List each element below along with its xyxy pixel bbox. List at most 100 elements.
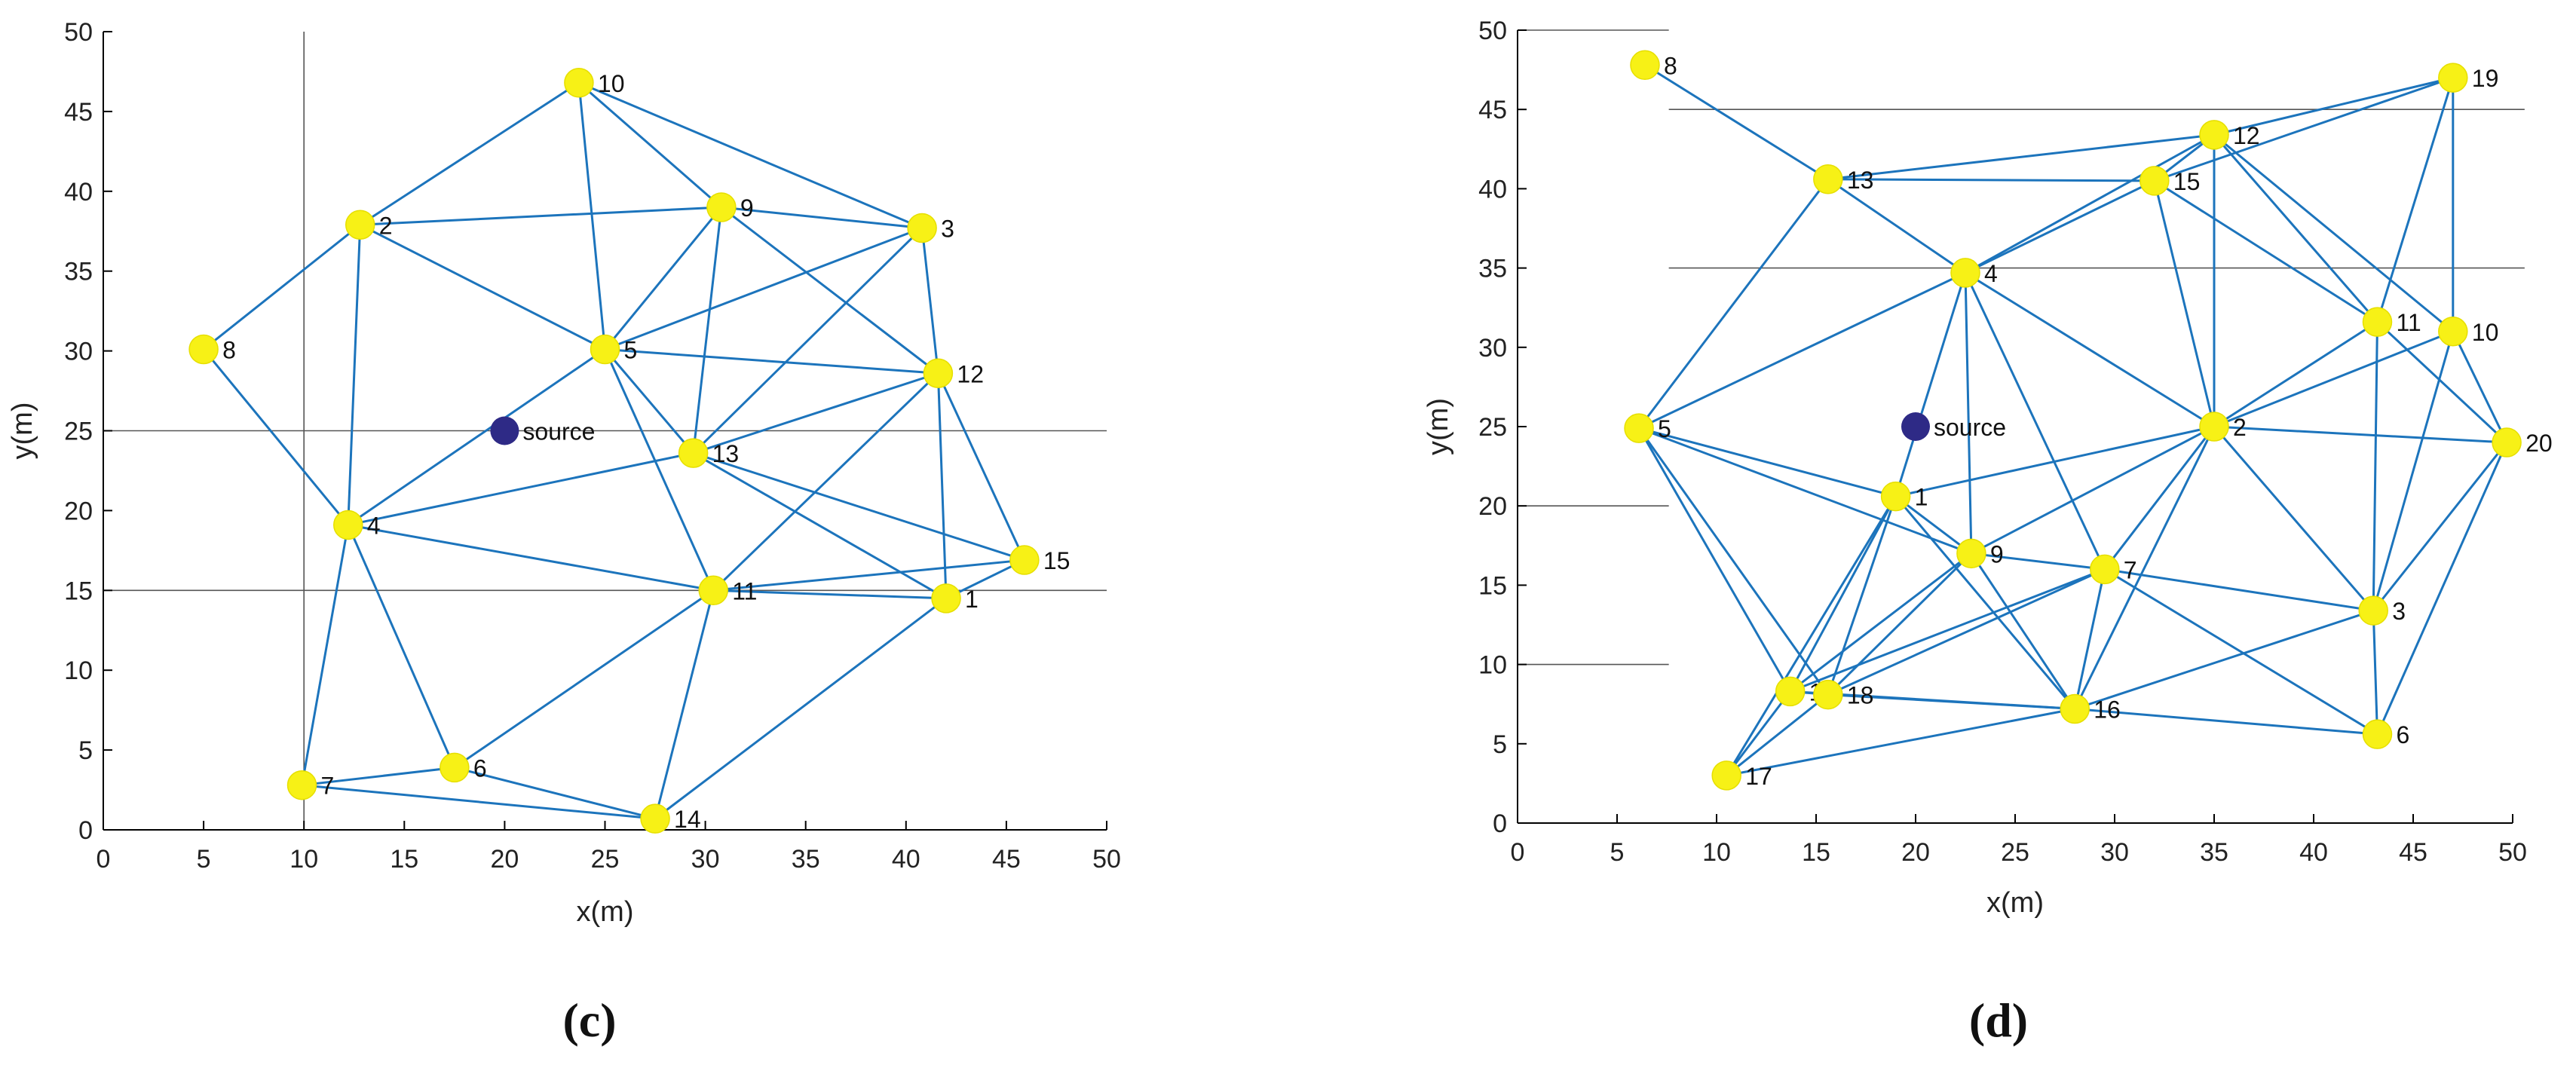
edge-5-14 — [1637, 427, 1791, 693]
node-17 — [1711, 760, 1741, 791]
x-axis-title: x(m) — [1986, 887, 2044, 919]
node-4 — [333, 510, 363, 540]
y-tick-label: 25 — [1478, 413, 1507, 442]
edge-12-1 — [936, 373, 948, 598]
y-axis-title: y(m) — [1423, 398, 1454, 455]
edge-4-7 — [1964, 272, 2106, 570]
node-label-1: 1 — [965, 586, 979, 613]
node-label-5: 5 — [1658, 415, 1671, 442]
edge-2-8 — [203, 224, 361, 350]
edge-2-16 — [2073, 426, 2216, 710]
node-15 — [1009, 545, 1040, 575]
x-tick-label: 45 — [2399, 838, 2427, 867]
edge-7-14 — [302, 784, 656, 820]
x-tick-label: 10 — [289, 845, 318, 874]
node-label-19: 19 — [2472, 65, 2499, 92]
node-label-13: 13 — [1847, 167, 1874, 194]
edge-9-5 — [604, 207, 723, 350]
edge-10-3 — [578, 81, 923, 229]
edge-6-14 — [454, 766, 656, 820]
edge-4-6 — [347, 524, 456, 769]
edge-5-9 — [1638, 427, 1972, 555]
node-19 — [2438, 63, 2468, 93]
node-label-3: 3 — [941, 216, 954, 243]
edge-5-1 — [1638, 427, 1896, 498]
y-tick-label: 20 — [64, 497, 93, 525]
y-tick-label: 35 — [64, 258, 93, 286]
node-label-8: 8 — [1664, 52, 1677, 79]
node-label-14: 14 — [674, 806, 701, 833]
edge-12-15 — [937, 372, 1026, 561]
edge-11-6 — [454, 589, 715, 769]
edge-7-14 — [1790, 568, 2106, 693]
x-tick-label: 40 — [892, 845, 920, 874]
edge-1-14 — [1789, 495, 1897, 693]
y-tick-label: 25 — [64, 418, 93, 446]
edge-15-11 — [2153, 179, 2378, 323]
node-7 — [2090, 554, 2120, 585]
y-tick-label: 5 — [78, 736, 93, 765]
source-label: source — [522, 418, 595, 445]
edge-9-16 — [1970, 552, 2076, 710]
node-2 — [2199, 412, 2229, 442]
edge-4-12 — [1965, 133, 2215, 274]
edge-5-13 — [604, 348, 694, 454]
edge-6-7 — [302, 766, 455, 787]
edge-2-3 — [2213, 426, 2375, 612]
edge-9-18 — [1827, 552, 1972, 696]
edge-13-15 — [693, 451, 1025, 562]
edge-10-3 — [2372, 331, 2455, 611]
edge-4-5 — [1638, 271, 1966, 430]
edge-4-7 — [301, 525, 350, 785]
x-tick-label: 30 — [2100, 838, 2129, 867]
y-tick-label: 15 — [1478, 571, 1507, 600]
edge-2-9 — [360, 206, 721, 226]
edge-10-5 — [577, 82, 606, 350]
edge-3-5 — [604, 227, 923, 350]
node-9 — [1956, 538, 1986, 569]
edge-9-12 — [720, 206, 939, 375]
x-tick-label: 50 — [2498, 838, 2527, 867]
edge-13-12 — [1827, 133, 2215, 181]
edge-13-5 — [1637, 178, 1830, 430]
edge-7-6 — [2104, 568, 2378, 736]
edge-11-15 — [713, 559, 1025, 592]
node-7 — [286, 770, 317, 800]
edge-4-15 — [1965, 179, 2155, 274]
node-label-3: 3 — [2392, 598, 2406, 625]
edge-5-12 — [605, 347, 939, 375]
node-8 — [188, 334, 219, 365]
x-tick-label: 15 — [390, 845, 418, 874]
y-tick-label: 0 — [1493, 809, 1507, 838]
panel-caption: (c) — [562, 993, 616, 1047]
x-tick-label: 25 — [591, 845, 620, 874]
node-label-4: 4 — [1984, 260, 1998, 287]
y-tick-label: 0 — [78, 816, 93, 845]
x-tick-label: 35 — [2200, 838, 2228, 867]
edge-12-11 — [2213, 133, 2378, 323]
edge-4-11 — [348, 523, 714, 592]
node-label-6: 6 — [473, 754, 487, 782]
source-label: source — [1934, 414, 2006, 441]
edge-13-1 — [692, 451, 947, 600]
node-20 — [2492, 427, 2522, 458]
node-label-6: 6 — [2396, 721, 2409, 748]
edge-3-12 — [920, 228, 939, 374]
node-3 — [2358, 595, 2388, 626]
node-13 — [678, 438, 709, 468]
edge-15-19 — [2154, 76, 2454, 182]
node-label-15: 15 — [2173, 168, 2201, 195]
node-13 — [1813, 164, 1843, 194]
node-label-9: 9 — [1990, 540, 2004, 568]
edge-8-13 — [1644, 64, 1829, 181]
node-label-8: 8 — [222, 336, 236, 363]
y-tick-label: 45 — [1478, 96, 1507, 124]
edge-7-16 — [2073, 569, 2106, 709]
edge-7-3 — [2104, 568, 2374, 612]
node-11 — [2362, 307, 2393, 337]
edge-1-14 — [654, 597, 947, 820]
source-node — [1901, 412, 1930, 441]
edge-19-11 — [2376, 77, 2455, 323]
node-18 — [1813, 679, 1843, 710]
node-6 — [2362, 719, 2393, 749]
